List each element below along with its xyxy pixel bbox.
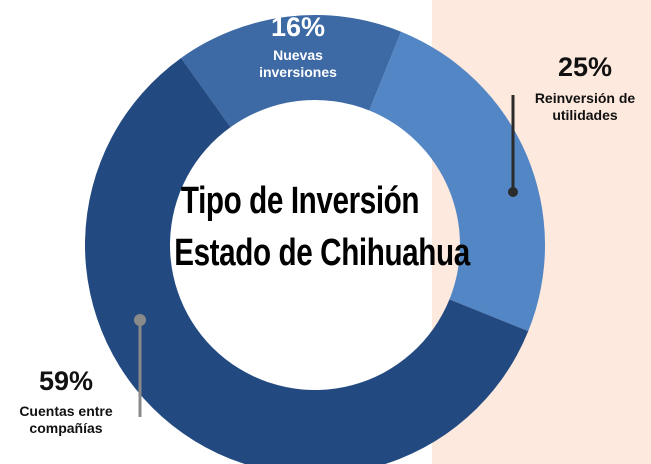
chart-subtitle: Estado de Chihuahua (174, 232, 470, 274)
value-label: 16% (270, 12, 326, 42)
leader-dot (134, 314, 146, 326)
value-label: 25% (557, 52, 613, 82)
category-label: Nuevas inversiones (259, 47, 337, 80)
category-label: Reinversión de utilidades (534, 90, 636, 123)
value-label: 59% (38, 366, 94, 396)
leader-dot (508, 187, 518, 197)
chart-title: Tipo de Inversión (180, 180, 420, 222)
donut-segment (181, 14, 402, 128)
donut-segment (369, 31, 545, 332)
donut-segment (85, 57, 529, 464)
category-label: Cuentas entre compañías (19, 403, 113, 436)
